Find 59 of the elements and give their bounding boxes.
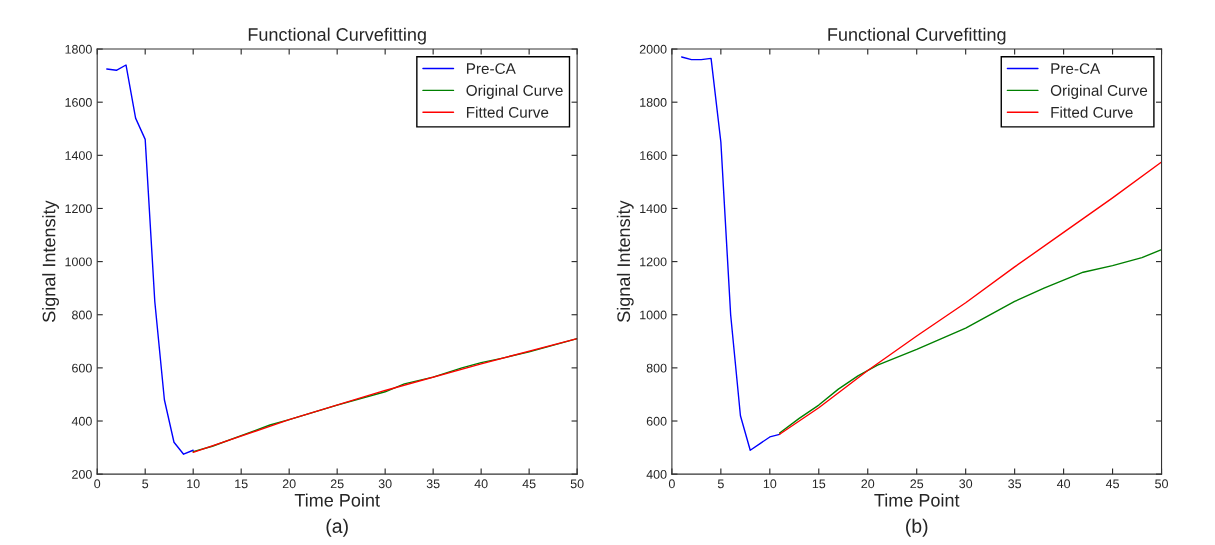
y-tick-label: 200 bbox=[72, 469, 92, 479]
legend-label: Fitted Curve bbox=[1051, 106, 1133, 118]
y-tick-label: 2000 bbox=[639, 44, 667, 54]
x-tick-label: 5 bbox=[142, 479, 149, 489]
y-axis-title: Signal Intensity bbox=[616, 200, 634, 322]
x-tick-label: 35 bbox=[1008, 479, 1022, 489]
line-series bbox=[778, 161, 1162, 435]
y-tick-label: 1800 bbox=[640, 97, 667, 107]
x-tick-label: 10 bbox=[763, 479, 777, 489]
x-tick-label: 40 bbox=[1056, 479, 1071, 489]
text: (a) bbox=[326, 518, 348, 537]
chart-title: Functional Curvefitting bbox=[828, 27, 1006, 45]
legend-label: Pre-CA bbox=[1051, 63, 1101, 75]
chart-title: Functional Curvefitting bbox=[248, 27, 426, 45]
x-tick-label: 0 bbox=[668, 479, 675, 489]
x-axis-title: Time Point bbox=[874, 493, 960, 507]
y-tick-label: 600 bbox=[646, 416, 667, 426]
line-series bbox=[192, 337, 578, 453]
legend-label: Fitted Curve bbox=[466, 106, 549, 118]
line-series bbox=[680, 56, 781, 451]
x-tick-label: 45 bbox=[522, 479, 536, 489]
x-tick-label: 25 bbox=[910, 479, 924, 489]
x-tick-label: 50 bbox=[570, 479, 584, 489]
y-tick-label: 1800 bbox=[65, 44, 92, 54]
text: (b) bbox=[906, 518, 928, 537]
line-series bbox=[106, 64, 194, 455]
x-tick-label: 40 bbox=[474, 479, 488, 489]
y-tick-label: 400 bbox=[646, 469, 667, 479]
y-tick-label: 1400 bbox=[640, 204, 667, 214]
x-tick-label: 25 bbox=[330, 479, 344, 489]
y-tick-label: 1400 bbox=[65, 151, 92, 160]
y-tick-label: 1000 bbox=[640, 310, 667, 320]
y-tick-label: 400 bbox=[71, 416, 92, 426]
legend-label: Original Curve bbox=[466, 84, 563, 99]
x-tick-label: 0 bbox=[94, 479, 101, 489]
x-tick-label: 10 bbox=[187, 479, 200, 489]
y-tick-label: 600 bbox=[72, 363, 92, 373]
x-tick-label: 45 bbox=[1105, 479, 1119, 489]
y-tick-label: 1000 bbox=[65, 257, 92, 267]
x-tick-label: 15 bbox=[812, 479, 826, 489]
line-series bbox=[778, 248, 1162, 434]
x-tick-label: 35 bbox=[426, 479, 440, 489]
y-tick-label: 800 bbox=[646, 363, 667, 373]
y-tick-label: 1600 bbox=[65, 97, 92, 107]
x-tick-label: 15 bbox=[235, 479, 248, 489]
x-tick-label: 50 bbox=[1155, 479, 1168, 489]
x-tick-label: 30 bbox=[959, 479, 973, 489]
x-axis-title: Time Point bbox=[294, 493, 380, 507]
x-tick-label: 20 bbox=[861, 479, 875, 489]
y-axis-title: Signal Intensity bbox=[42, 200, 59, 322]
x-tick-label: 30 bbox=[378, 479, 392, 489]
y-tick-label: 1200 bbox=[65, 204, 92, 214]
y-tick-label: 1200 bbox=[640, 257, 667, 267]
legend-label: Pre-CA bbox=[466, 63, 516, 75]
legend-label: Original Curve bbox=[1050, 84, 1148, 99]
y-tick-label: 800 bbox=[72, 310, 92, 320]
x-tick-label: 5 bbox=[717, 479, 724, 489]
x-tick-label: 20 bbox=[282, 479, 296, 489]
y-tick-label: 1600 bbox=[640, 151, 667, 160]
